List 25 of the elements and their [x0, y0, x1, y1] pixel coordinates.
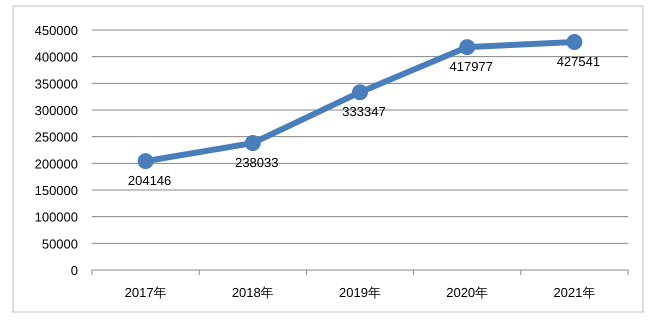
point — [459, 39, 476, 56]
x-tick-label: 2019年 — [339, 285, 381, 300]
x-tick-label: 2020年 — [446, 285, 488, 300]
point — [138, 153, 154, 170]
x-tick-label: 2021年 — [553, 285, 596, 300]
data-label: 417977 — [450, 59, 493, 74]
y-tick-label: 250000 — [34, 130, 78, 145]
data-label: 204146 — [128, 173, 172, 188]
point — [352, 84, 368, 100]
y-tick-label: 450000 — [34, 23, 78, 38]
point — [566, 34, 582, 50]
data-label: 333347 — [342, 104, 386, 120]
x-tick-label: 2018年 — [232, 285, 274, 300]
y-tick-label: 150000 — [34, 183, 78, 198]
y-tick-label: 0 — [70, 263, 78, 278]
y-tick-label: 100000 — [34, 210, 78, 225]
y-tick-label: 200000 — [34, 156, 78, 172]
data-label: 238033 — [235, 155, 278, 170]
y-tick-label: 300000 — [34, 103, 78, 118]
y-tick-label: 50000 — [42, 236, 78, 252]
data-label: 427541 — [556, 54, 600, 69]
y-tick-label: 350000 — [34, 76, 78, 92]
point — [244, 135, 261, 152]
x-tick-label: 2017年 — [124, 285, 167, 300]
y-tick-label: 400000 — [34, 50, 78, 65]
